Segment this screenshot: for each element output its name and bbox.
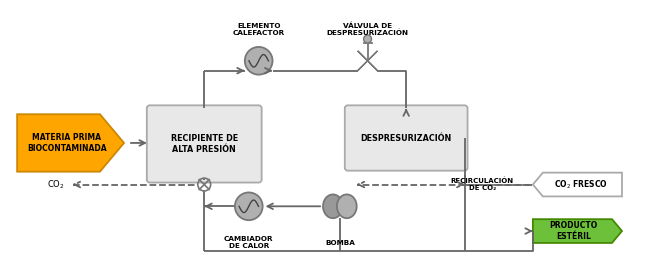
Text: RECIPIENTE DE
ALTA PRESIÓN: RECIPIENTE DE ALTA PRESIÓN (171, 134, 238, 154)
Text: CO$_2$: CO$_2$ (47, 178, 64, 191)
Polygon shape (533, 219, 622, 243)
Text: MATERIA PRIMA
BIOCONTAMINADA: MATERIA PRIMA BIOCONTAMINADA (27, 133, 107, 153)
Ellipse shape (323, 194, 343, 218)
Polygon shape (17, 114, 124, 172)
FancyBboxPatch shape (344, 105, 467, 171)
Text: CAMBIADOR
DE CALOR: CAMBIADOR DE CALOR (224, 237, 274, 250)
Text: DESPRESURIZACIÓN: DESPRESURIZACIÓN (361, 134, 452, 142)
Text: PRODUCTO
ESTÉRIL: PRODUCTO ESTÉRIL (549, 221, 597, 241)
Text: VÁLVULA DE
DESPRESURIZACIÓN: VÁLVULA DE DESPRESURIZACIÓN (326, 22, 409, 36)
FancyBboxPatch shape (147, 105, 262, 182)
Circle shape (363, 35, 372, 43)
Text: CO$_2$ FRESCO: CO$_2$ FRESCO (554, 178, 608, 191)
Circle shape (245, 47, 272, 75)
Text: RECIRCULACIÓN
DE CO₂: RECIRCULACIÓN DE CO₂ (451, 178, 514, 191)
Circle shape (235, 192, 263, 220)
Polygon shape (358, 51, 378, 61)
Text: ELEMENTO
CALEFACTOR: ELEMENTO CALEFACTOR (233, 23, 285, 36)
Text: BOMBA: BOMBA (325, 240, 355, 246)
Polygon shape (358, 61, 378, 71)
Ellipse shape (337, 194, 357, 218)
Polygon shape (533, 173, 622, 197)
